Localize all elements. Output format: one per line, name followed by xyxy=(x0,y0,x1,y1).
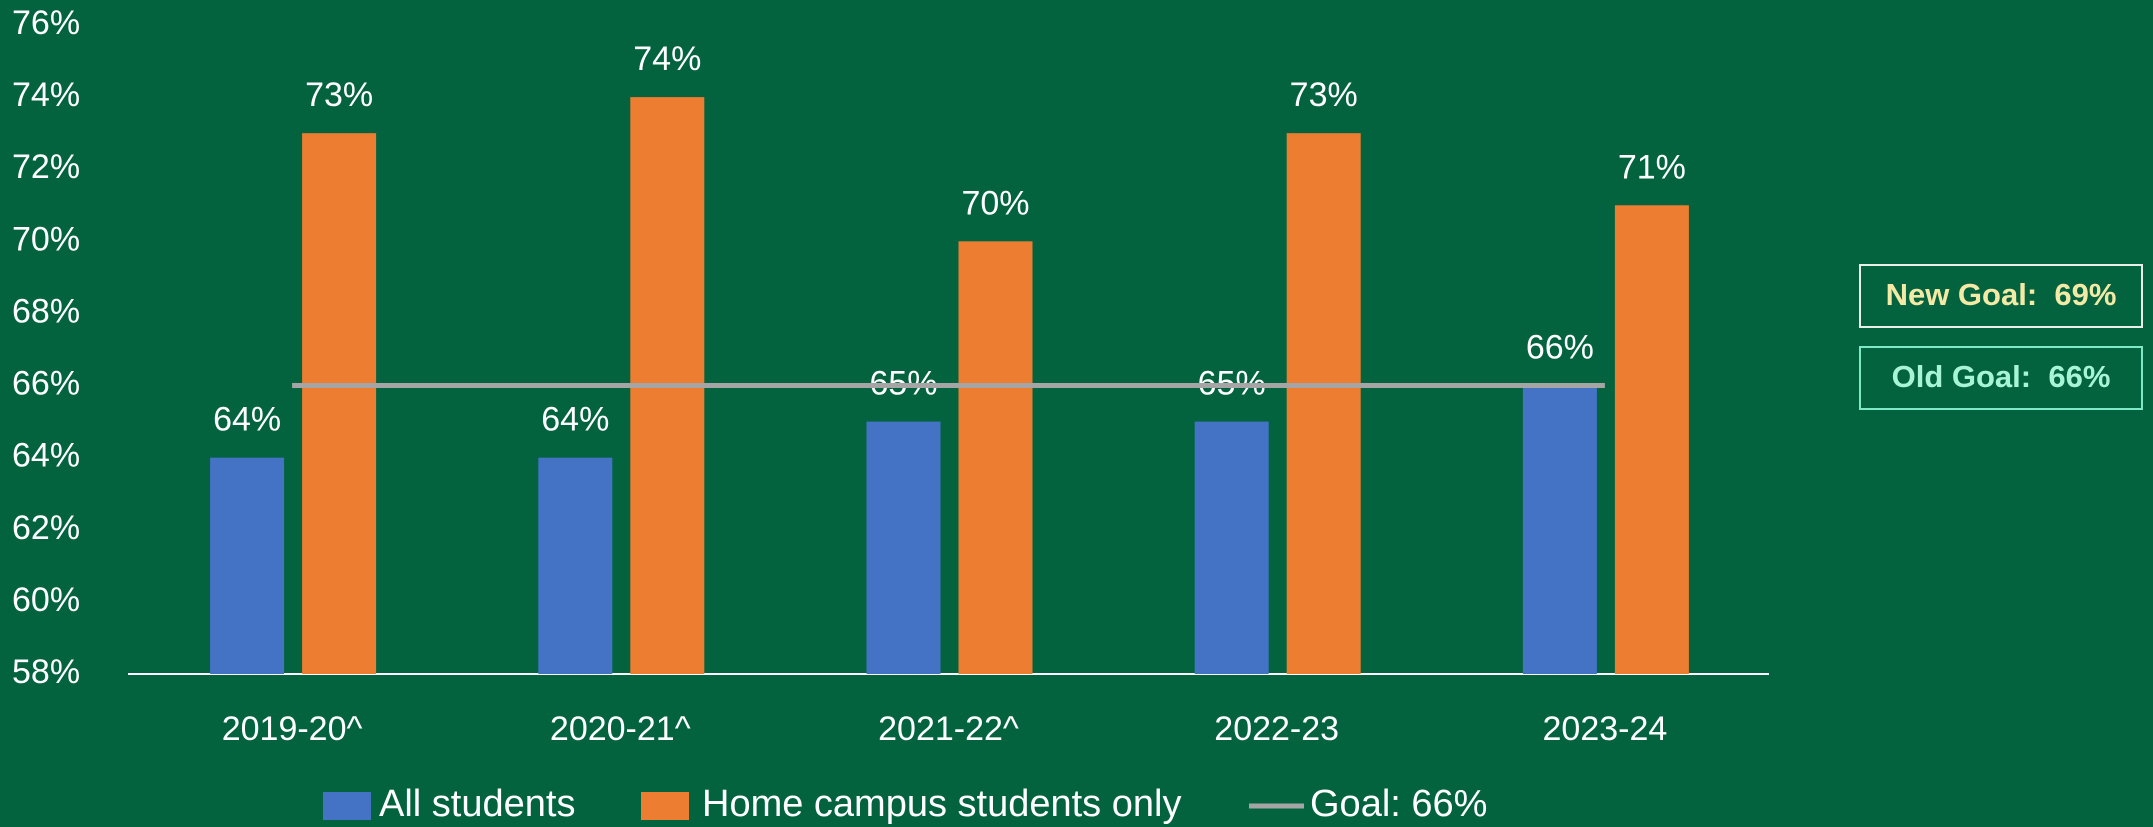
legend-label: Home campus students only xyxy=(702,783,1181,825)
x-tick-label: 2022-23 xyxy=(1214,710,1339,748)
data-label: 71% xyxy=(1618,148,1686,186)
y-tick-label: 70% xyxy=(12,220,80,258)
bar xyxy=(302,133,377,674)
data-label: 73% xyxy=(1290,76,1358,114)
bar xyxy=(958,241,1033,675)
y-tick-label: 60% xyxy=(12,581,80,619)
y-tick-label: 72% xyxy=(12,148,80,186)
annotation-text: New Goal: 69% xyxy=(1886,277,2117,312)
bar xyxy=(538,457,613,674)
x-tick-label: 2023-24 xyxy=(1543,710,1668,748)
x-tick-label: 2021-22^ xyxy=(878,710,1019,748)
y-tick-label: 76% xyxy=(12,4,80,42)
annotation-text: Old Goal: 66% xyxy=(1892,359,2111,394)
annotation-box xyxy=(1859,346,2143,410)
legend-swatch xyxy=(641,792,689,820)
y-tick-label: 62% xyxy=(12,509,80,547)
y-tick-label: 66% xyxy=(12,365,80,403)
y-tick-label: 68% xyxy=(12,292,80,330)
bar xyxy=(866,421,941,674)
x-tick-label: 2019-20^ xyxy=(222,710,363,748)
y-tick-label: 64% xyxy=(12,437,80,475)
x-tick-label: 2020-21^ xyxy=(550,710,691,748)
bar xyxy=(1614,205,1689,674)
bar xyxy=(1194,421,1269,674)
legend-swatch xyxy=(323,792,371,820)
y-tick-label: 58% xyxy=(12,653,80,691)
y-tick-label: 74% xyxy=(12,76,80,114)
data-label: 73% xyxy=(305,76,373,114)
data-label: 66% xyxy=(1526,329,1594,367)
legend-label: All students xyxy=(379,783,575,825)
data-label: 74% xyxy=(633,40,701,78)
data-label: 64% xyxy=(213,401,281,439)
bar xyxy=(1286,133,1361,674)
data-label: 64% xyxy=(541,401,609,439)
bar xyxy=(1522,385,1597,674)
annotation-box xyxy=(1859,264,2143,328)
bar xyxy=(210,457,285,674)
legend-label: Goal: 66% xyxy=(1310,783,1487,825)
data-label: 70% xyxy=(961,184,1029,222)
